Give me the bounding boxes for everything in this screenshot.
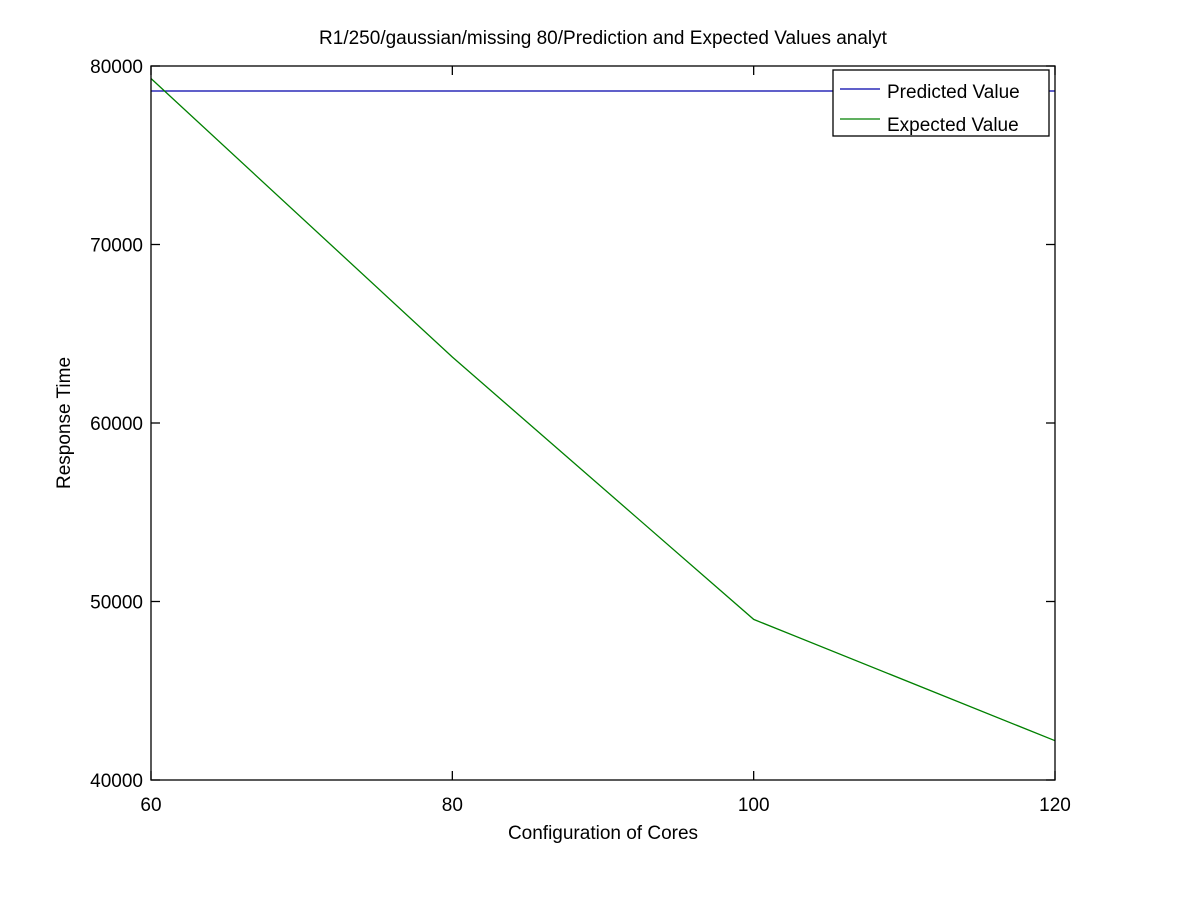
y-tick-label: 60000 (90, 414, 143, 435)
ticks-layer: 60 80 100 120 40000 50000 60000 70000 80000 (90, 57, 1071, 816)
y-tick-label: 70000 (90, 236, 143, 257)
x-tick-label: 60 (140, 795, 161, 816)
x-tick-label: 120 (1039, 795, 1071, 816)
y-tick-label: 50000 (90, 593, 143, 614)
chart-title: R1/250/gaussian/missing 80/Prediction an… (319, 28, 888, 49)
legend-label-predicted-value: Predicted Value (887, 82, 1020, 103)
x-tick-label: 80 (442, 795, 463, 816)
plot-area: 60 80 100 120 40000 50000 60000 70000 80000 (90, 57, 1071, 816)
y-axis-label: Response Time (54, 357, 75, 489)
legend-box (832, 69, 1050, 137)
y-tick-label: 80000 (90, 57, 143, 78)
legend-label-expected-value: Expected Value (887, 115, 1019, 136)
legend: Predicted Value Expected Value (832, 69, 1050, 137)
y-tick-label: 40000 (90, 771, 143, 792)
series-line-expected-value (150, 78, 1056, 742)
x-tick-label: 100 (738, 795, 770, 816)
x-axis-label: Configuration of Cores (508, 823, 698, 844)
